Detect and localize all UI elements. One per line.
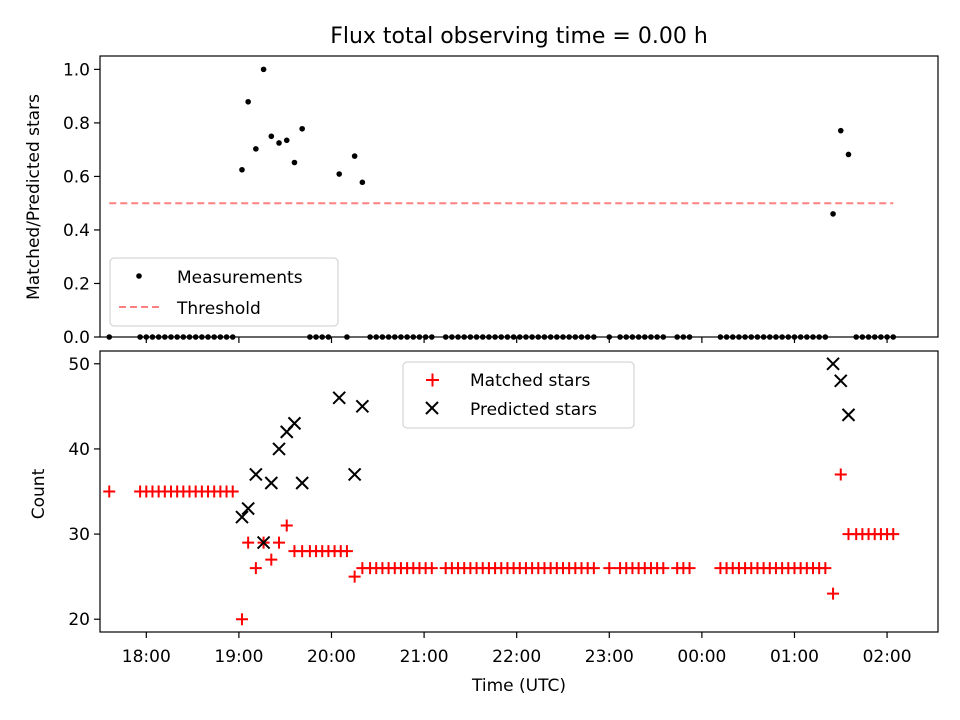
top-ytick-label: 0.4 (63, 221, 90, 241)
predicted-stars-point (834, 374, 848, 388)
bottom-xtick-label: 01:00 (770, 647, 819, 667)
bottom-ylabel: Count (29, 468, 49, 519)
measurement-point (253, 146, 259, 152)
bottom-ytick-label: 20 (68, 610, 90, 630)
top-ytick-label: 1.0 (63, 60, 90, 80)
predicted-stars-point (841, 408, 856, 422)
measurement-point (845, 151, 852, 158)
matched-stars-point (348, 570, 361, 583)
bottom-ytick-label: 30 (68, 525, 90, 545)
predicted-stars-point (355, 399, 370, 414)
measurement-point (837, 127, 844, 134)
top-ytick-label: 0.2 (63, 274, 90, 294)
bottom-yticks: 20 30 40 50 (68, 355, 100, 630)
legend-predicted-marker (425, 401, 439, 415)
matched-stars-point (242, 536, 255, 549)
top-legend-box (109, 257, 339, 327)
legend-measurements-label: Measurements (177, 268, 303, 288)
predicted-stars-point (264, 476, 279, 490)
top-ylabel: Matched/Predicted stars (24, 94, 44, 300)
matched-stars-point (587, 562, 600, 575)
bottom-legend-box (402, 361, 635, 429)
legend-measurements-marker (136, 273, 142, 279)
predicted-stars-point (295, 476, 309, 490)
matched-stars-point (819, 562, 832, 575)
bottom-ytick-label: 40 (68, 440, 90, 460)
bottom-xtick-label: 21:00 (400, 647, 449, 667)
matched-stars-point (249, 562, 262, 575)
predicted-stars-point (272, 442, 286, 456)
predicted-stars-point (249, 467, 263, 482)
legend-matched-marker (426, 373, 439, 387)
measurement-point (359, 179, 366, 186)
bottom-xtick-label: 00:00 (677, 647, 726, 667)
top-panel: 0.0 0.2 0.4 0.6 0.8 1.0 Matched/Predicted sta… (24, 55, 939, 348)
matched-stars-point (235, 613, 248, 626)
bottom-xtick-label: 22:00 (492, 647, 541, 667)
legend-predicted-label: Predicted stars (470, 400, 597, 420)
matched-stars-point (273, 536, 286, 549)
bottom-ytick-label: 50 (68, 355, 90, 375)
predicted-stars-point (235, 510, 249, 524)
predicted-stars-point (826, 357, 840, 371)
legend-matched-label: Matched stars (470, 371, 590, 391)
bottom-xtick-label: 02:00 (863, 647, 912, 667)
matched-stars-point (226, 485, 239, 498)
matched-stars-point (425, 562, 438, 575)
matched-stars-point (827, 587, 840, 600)
measurement-point (260, 66, 267, 73)
matched-stars-point (683, 562, 696, 575)
bottom-xtick-label: 19:00 (214, 647, 263, 667)
measurement-point (283, 137, 290, 144)
matched-stars-point (834, 468, 847, 481)
top-ytick-label: 0.6 (63, 167, 90, 187)
bottom-axes-frame (99, 350, 939, 633)
matched-stars-point (887, 528, 900, 541)
measurement-point (276, 140, 282, 146)
predicted-stars-point (287, 416, 302, 431)
matched-stars-point (603, 562, 616, 575)
top-ytick-label: 0.0 (63, 328, 90, 348)
top-legend: Measurements Threshold (109, 257, 339, 327)
bottom-xticks: 18:00 19:00 20:00 21:00 22:00 23:00 00:00 01:00… (122, 632, 912, 667)
measurement-point (268, 133, 275, 140)
measurement-point (239, 166, 245, 173)
predicted-stars-point (256, 535, 271, 550)
measurement-point (336, 171, 343, 177)
measurement-point (299, 125, 305, 132)
chart-title: Flux total observing time = 0.00 h (330, 24, 708, 49)
bottom-xtick-label: 23:00 (585, 647, 634, 667)
matched-stars-point (657, 562, 670, 575)
legend-threshold-label: Threshold (176, 299, 261, 319)
matched-stars-point (265, 553, 278, 566)
predicted-stars-point (347, 467, 362, 482)
bottom-xtick-label: 20:00 (307, 647, 356, 667)
bottom-legend: Matched stars Predicted stars (402, 361, 635, 429)
top-xticks (145, 337, 888, 343)
predicted-stars-point (332, 391, 346, 405)
measurement-point (830, 211, 836, 217)
bottom-xtick-label: 18:00 (122, 647, 171, 667)
bottom-panel: 20 30 40 50 18:00 19:00 20:00 21:00 22:00 23:00 0… (29, 350, 939, 696)
top-ytick-label: 0.8 (63, 114, 90, 134)
predicted-stars-point (241, 501, 255, 516)
bottom-marks (103, 357, 900, 626)
matched-stars-point (340, 545, 353, 558)
top-yticks: 0.0 0.2 0.4 0.6 0.8 1.0 (63, 60, 100, 348)
bottom-xlabel: Time (UTC) (471, 676, 566, 696)
matched-stars-point (103, 485, 116, 498)
measurement-point (291, 159, 298, 166)
top-axes-frame (99, 55, 939, 338)
measurement-point (245, 98, 251, 105)
measurement-point (351, 153, 358, 159)
matched-stars-point (280, 519, 293, 532)
